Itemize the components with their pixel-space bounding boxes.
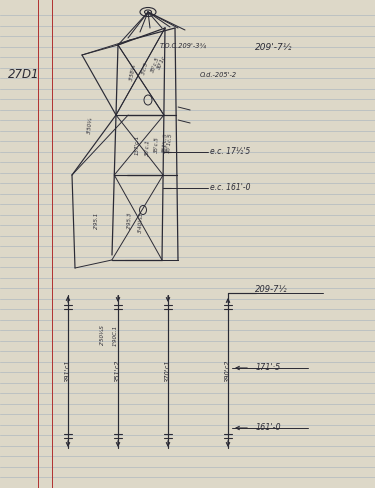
Text: 1'90C.1: 1'90C.1 <box>112 325 117 346</box>
Text: T.O.C.209'-3¾: T.O.C.209'-3¾ <box>160 43 207 49</box>
Text: 2'95.1: 2'95.1 <box>93 211 99 228</box>
Text: 390'c2: 390'c2 <box>225 360 231 382</box>
Text: 351'c2: 351'c2 <box>115 360 121 382</box>
Text: 35'c.1: 35'c.1 <box>145 140 151 157</box>
Text: 2'50¼S: 2'50¼S <box>99 325 105 346</box>
Text: 137'c.1: 137'c.1 <box>135 135 140 155</box>
Text: e.c. 161'-0: e.c. 161'-0 <box>210 183 251 192</box>
Text: 35'c.5: 35'c.5 <box>154 137 160 153</box>
Text: 2'95.3: 2'95.3 <box>127 211 133 229</box>
Text: e.c. 17½'5: e.c. 17½'5 <box>210 147 250 157</box>
Text: 3'50¼: 3'50¼ <box>87 116 93 134</box>
Text: 209'-7½: 209'-7½ <box>255 43 292 53</box>
Text: 35'1c.5: 35'1c.5 <box>166 133 174 153</box>
Text: 30'1c: 30'1c <box>157 55 167 71</box>
Text: 351'c.5: 351'c.5 <box>162 133 168 153</box>
Text: 391'c1: 391'c1 <box>65 360 71 382</box>
Text: 171'·5: 171'·5 <box>256 364 281 372</box>
Text: 35'c.5: 35'c.5 <box>150 56 160 74</box>
Text: 209-7½: 209-7½ <box>255 285 288 294</box>
Text: 370'c1: 370'c1 <box>165 360 171 382</box>
Text: 3'c.5: 3'c.5 <box>141 61 149 75</box>
Text: 27D1: 27D1 <box>8 68 39 81</box>
Text: 3'40¼3: 3'40¼3 <box>138 211 144 233</box>
Text: 3'58¾: 3'58¾ <box>129 63 137 81</box>
Text: O.d.-205'-2: O.d.-205'-2 <box>200 72 237 78</box>
Text: 161'-0: 161'-0 <box>256 424 282 432</box>
